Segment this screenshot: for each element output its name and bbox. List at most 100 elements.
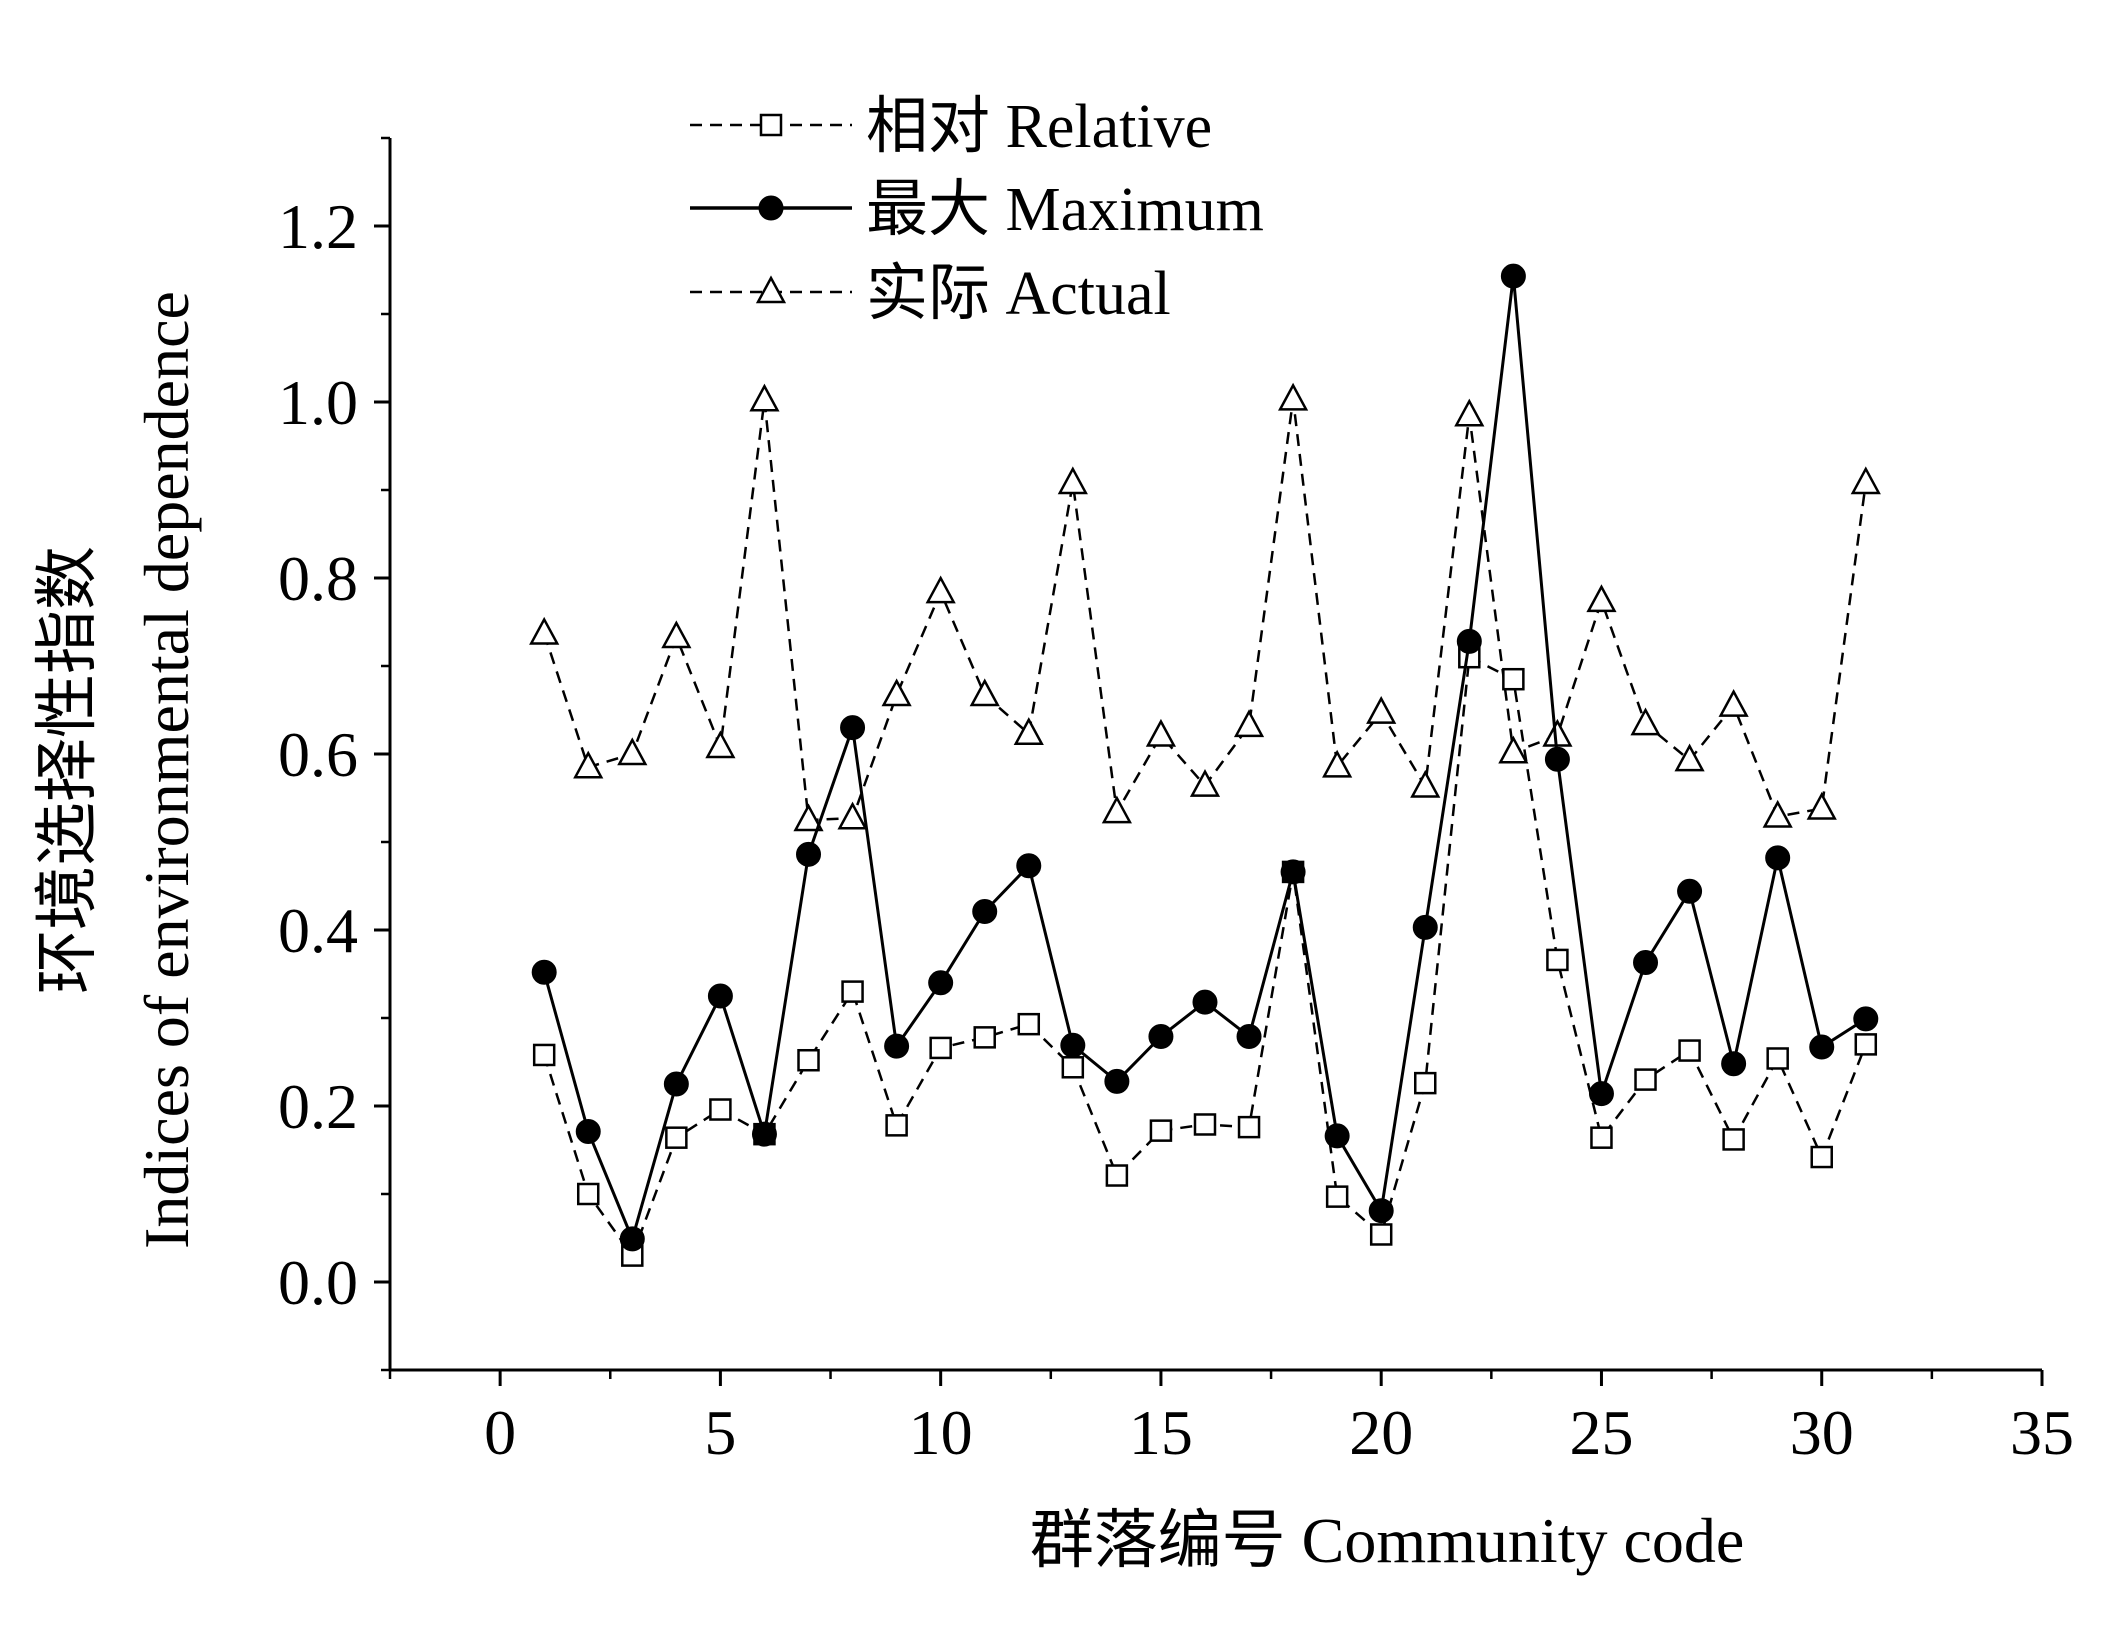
data-point: [925, 575, 956, 604]
x-tick-label: 30: [1790, 1397, 1854, 1468]
data-point: [837, 801, 868, 830]
y-tick-label: 1.2: [278, 191, 358, 262]
data-point: [1718, 688, 1749, 717]
legend: 相对 Relative 最大 Maximum 实际 Actual: [690, 93, 1264, 328]
data-point: [707, 983, 733, 1009]
data-point: [972, 899, 998, 925]
data-point: [1498, 735, 1529, 764]
x-tick-label: 25: [1569, 1397, 1633, 1468]
data-point: [885, 1114, 908, 1137]
y-tick-label: 0.0: [278, 1247, 358, 1318]
series-2: [529, 382, 1881, 832]
data-point: [709, 1098, 732, 1121]
data-point: [705, 730, 736, 759]
data-point: [576, 1182, 600, 1206]
data-point: [1412, 914, 1438, 940]
legend-marker: [759, 113, 783, 137]
data-point: [1148, 1023, 1174, 1049]
legend-marker: [758, 195, 784, 221]
data-point: [1016, 853, 1042, 879]
series-line: [542, 655, 1867, 1259]
data-point: [1410, 769, 1441, 798]
data-point: [1324, 1123, 1350, 1149]
data-point: [1280, 859, 1306, 885]
data-point: [1721, 1051, 1747, 1077]
data-point: [1500, 263, 1526, 289]
y-tick-label: 0.4: [278, 895, 358, 966]
y-tick-label: 0.2: [278, 1071, 358, 1142]
data-point: [1013, 717, 1044, 746]
data-point: [881, 678, 912, 707]
legend-label: 最大 Maximum: [866, 176, 1264, 244]
data-point: [665, 1126, 688, 1149]
y-tick-label: 0.8: [278, 543, 358, 614]
data-point: [531, 959, 557, 985]
data-point: [573, 750, 604, 779]
data-point: [1193, 1113, 1217, 1136]
legend-label: 实际 Actual: [866, 260, 1171, 328]
data-point: [1674, 743, 1705, 772]
data-point: [840, 715, 866, 741]
data-point: [1722, 1128, 1745, 1151]
data-point: [1456, 628, 1482, 654]
data-point: [1544, 746, 1570, 772]
data-point: [928, 970, 954, 996]
data-point: [1322, 749, 1353, 778]
data-point: [1634, 1068, 1657, 1091]
series-0: [532, 645, 1878, 1267]
data-point: [1766, 1047, 1789, 1070]
data-point: [1809, 1034, 1835, 1060]
x-axis-title: 群落编号 Community code: [1030, 1505, 1745, 1576]
data-point: [1586, 584, 1617, 613]
y-tick-label: 0.6: [278, 719, 358, 790]
x-tick-label: 20: [1349, 1397, 1413, 1468]
data-point: [1325, 1185, 1349, 1208]
data-point: [1060, 1032, 1086, 1058]
data-point: [661, 620, 692, 649]
data-point: [1149, 1119, 1173, 1142]
data-point: [1542, 718, 1573, 747]
y-axis-title-en: Indices of environmental dependence: [131, 291, 202, 1249]
y-axis-title-cn: 环境选择性指数: [32, 546, 103, 994]
data-point: [1502, 667, 1525, 691]
data-point: [749, 383, 780, 412]
data-point: [841, 980, 864, 1003]
x-tick-label: 5: [704, 1397, 736, 1468]
data-point: [1105, 1164, 1129, 1187]
series-line: [542, 399, 1868, 822]
data-point: [1806, 791, 1837, 820]
data-point: [575, 1119, 601, 1145]
data-point: [1192, 989, 1218, 1015]
data-point: [1369, 1223, 1393, 1246]
data-point: [1277, 382, 1309, 411]
data-point: [1454, 398, 1485, 427]
data-point: [1189, 769, 1221, 797]
data-point: [1237, 1115, 1261, 1139]
x-tick-label: 10: [909, 1397, 973, 1468]
axes: 0.0 0.2 0.4 0.6 0.8 1.0 1.2 0 5 10 15 20 25 30 35: [278, 136, 2074, 1468]
data-point: [1854, 1033, 1878, 1056]
plot-area: [529, 263, 1881, 1267]
data-point: [884, 1033, 910, 1059]
data-point: [529, 616, 560, 645]
data-point: [1850, 466, 1881, 495]
data-point: [1588, 1081, 1614, 1107]
x-tick-label: 15: [1129, 1397, 1193, 1468]
data-point: [1677, 878, 1703, 904]
data-point: [1017, 1012, 1041, 1036]
data-point: [751, 1121, 777, 1147]
legend-label: 相对 Relative: [866, 93, 1212, 161]
data-point: [1810, 1145, 1833, 1169]
data-point: [1236, 1023, 1262, 1049]
series-line: [542, 275, 1867, 1244]
y-tick-label: 1.0: [278, 367, 358, 438]
data-point: [1101, 795, 1132, 824]
data-point: [793, 803, 824, 832]
data-point: [1104, 1068, 1130, 1094]
x-tick-label: 0: [484, 1397, 516, 1468]
data-point: [1057, 466, 1088, 495]
data-point: [1590, 1126, 1613, 1149]
data-point: [1678, 1039, 1701, 1062]
data-point: [532, 1043, 556, 1067]
x-tick-label: 35: [2010, 1397, 2074, 1468]
